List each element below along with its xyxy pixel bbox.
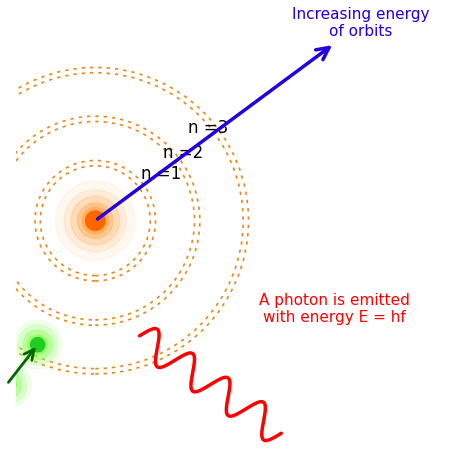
Circle shape — [18, 325, 58, 364]
Circle shape — [0, 370, 21, 399]
Circle shape — [0, 364, 27, 405]
Text: n =3: n =3 — [188, 120, 228, 138]
Text: Increasing energy
of orbits: Increasing energy of orbits — [292, 7, 430, 39]
Circle shape — [78, 203, 113, 239]
Circle shape — [0, 377, 14, 391]
Circle shape — [0, 360, 31, 409]
Text: A photon is emitted
with energy E = hf: A photon is emitted with energy E = hf — [259, 293, 410, 326]
Circle shape — [71, 196, 119, 245]
Circle shape — [55, 181, 135, 261]
Text: n =2: n =2 — [164, 143, 204, 161]
Circle shape — [28, 335, 47, 354]
Circle shape — [13, 320, 62, 369]
Circle shape — [31, 338, 45, 352]
Circle shape — [0, 375, 17, 394]
Circle shape — [85, 211, 105, 230]
Circle shape — [23, 330, 52, 359]
Circle shape — [64, 190, 126, 252]
Text: n =1: n =1 — [141, 166, 182, 184]
Circle shape — [82, 207, 109, 234]
